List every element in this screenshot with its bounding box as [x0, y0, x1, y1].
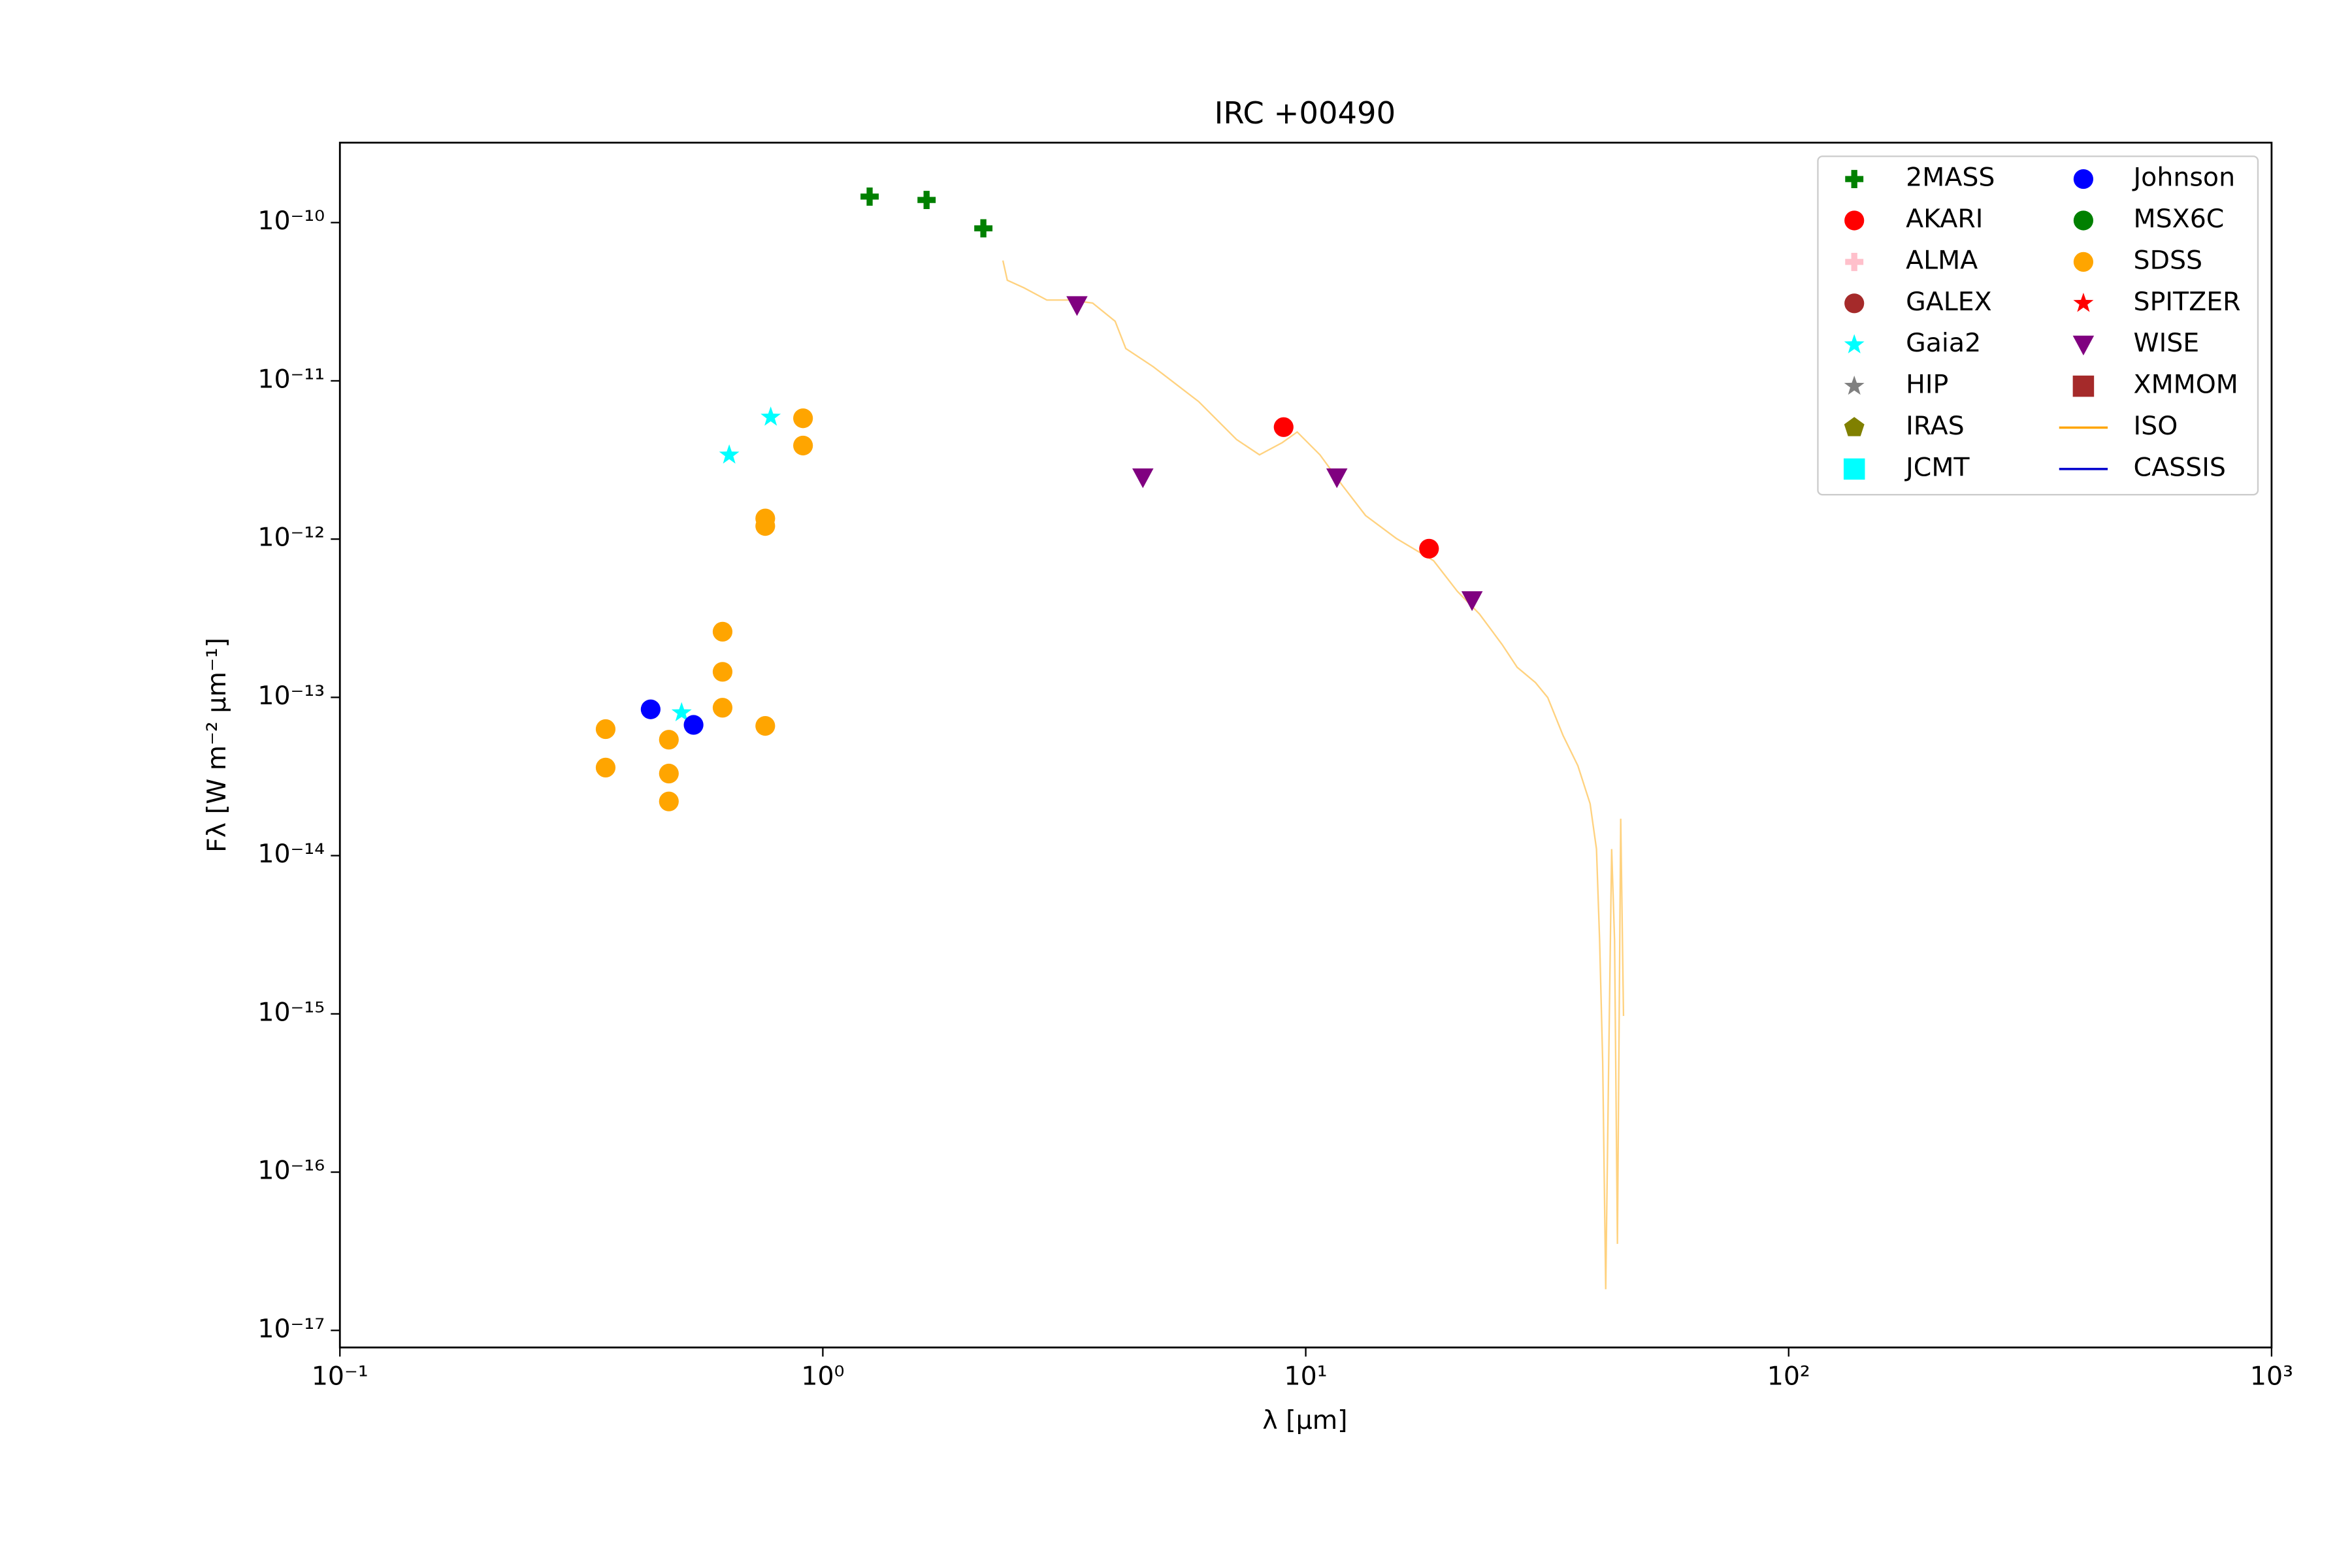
chart-title: IRC +00490	[1215, 95, 1396, 131]
marker	[2072, 375, 2095, 397]
marker	[640, 699, 661, 719]
marker	[917, 191, 936, 209]
legend-label: 2MASS	[1906, 163, 1995, 193]
marker	[1844, 334, 1865, 353]
marker	[1461, 591, 1483, 612]
marker	[659, 791, 679, 811]
marker	[1066, 296, 1088, 316]
legend-label: AKARI	[1906, 204, 1983, 234]
marker	[2073, 252, 2093, 272]
legend-label: ISO	[2134, 411, 2178, 441]
y-tick-label: 10⁻¹⁴	[257, 839, 325, 869]
marker	[719, 444, 740, 464]
marker	[659, 730, 679, 750]
y-tick-label: 10⁻¹⁰	[257, 206, 325, 236]
marker	[712, 662, 733, 682]
marker	[1844, 293, 1865, 314]
spectrum-line	[1002, 260, 1625, 1290]
legend-label: MSX6C	[2134, 204, 2225, 234]
legend-label: Gaia2	[1906, 328, 1981, 358]
y-tick-label: 10⁻¹⁶	[257, 1156, 325, 1186]
marker	[860, 187, 879, 206]
legend-label: WISE	[2134, 328, 2200, 358]
legend-label: SPITZER	[2134, 287, 2241, 317]
marker	[595, 719, 616, 740]
x-tick-label: 10³	[2250, 1361, 2293, 1391]
legend-label: CASSIS	[2134, 452, 2226, 482]
x-tick-label: 10⁻¹	[312, 1361, 368, 1391]
legend: 2MASS AKARI ALMA GALEX Gaia2 HIP IRAS JCMT Johns…	[1817, 155, 2259, 496]
y-tick-label: 10⁻¹²	[257, 523, 325, 553]
marker	[1844, 210, 1865, 231]
legend-label: ALMA	[1906, 245, 1978, 275]
x-tick-label: 10⁰	[801, 1361, 844, 1391]
marker	[1844, 375, 1865, 395]
marker	[2073, 293, 2094, 312]
marker	[1845, 252, 1864, 271]
marker	[760, 406, 781, 426]
marker	[1845, 170, 1864, 189]
marker	[683, 715, 704, 735]
x-axis-label: λ [μm]	[1262, 1405, 1347, 1435]
marker	[1844, 417, 1865, 436]
marker	[793, 435, 813, 456]
x-tick-label: 10²	[1767, 1361, 1810, 1391]
y-tick-label: 10⁻¹⁷	[257, 1314, 325, 1344]
legend-label: SDSS	[2134, 245, 2203, 275]
y-tick-label: 10⁻¹⁵	[257, 997, 325, 1027]
marker	[659, 763, 679, 784]
legend-label: GALEX	[1906, 287, 1992, 317]
legend-label: IRAS	[1906, 411, 1965, 441]
y-tick-label: 10⁻¹¹	[257, 364, 325, 394]
marker	[1132, 468, 1154, 489]
marker	[2072, 335, 2095, 355]
marker	[755, 716, 776, 736]
plot-area	[595, 187, 1625, 1290]
marker	[1843, 458, 1865, 480]
legend-box	[1817, 155, 2259, 496]
x-tick-label: 10¹	[1284, 1361, 1328, 1391]
marker	[595, 757, 616, 777]
marker	[1326, 468, 1348, 489]
marker	[671, 702, 692, 722]
marker	[755, 516, 776, 536]
marker	[1273, 417, 1294, 437]
marker	[1419, 538, 1439, 559]
marker	[712, 621, 733, 642]
legend-label: XMMOM	[2134, 370, 2238, 400]
legend-label: Johnson	[2132, 163, 2236, 193]
y-axis-label: Fλ [W m⁻² μm⁻¹]	[202, 638, 232, 853]
marker	[2073, 210, 2093, 231]
legend-label: JCMT	[1904, 452, 1970, 482]
marker	[974, 219, 993, 238]
legend-label: HIP	[1906, 370, 1948, 400]
y-tick-label: 10⁻¹³	[257, 681, 325, 711]
marker	[2073, 169, 2093, 189]
marker	[712, 698, 733, 718]
marker	[793, 408, 813, 429]
